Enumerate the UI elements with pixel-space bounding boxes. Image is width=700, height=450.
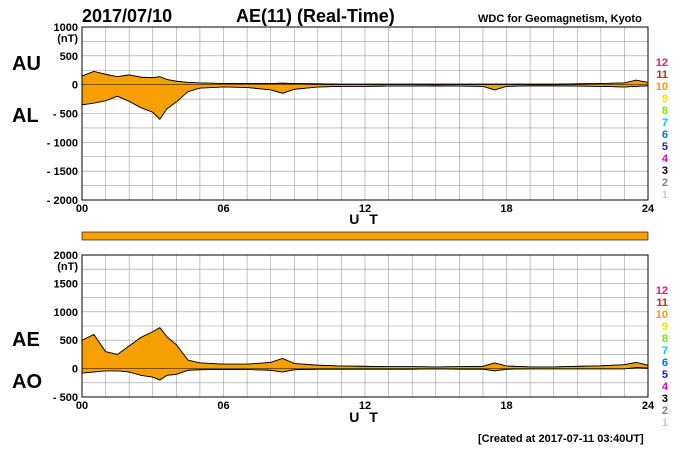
y-tick-label: - 1000 [47,137,78,149]
au-al-panel: 1000 500 0 - 500 - 1000 - 1500 - 2000 (nT) AU AL 0… [12,22,655,227]
station-number-7: 7 [662,345,668,357]
y-tick-label: 0 [72,80,78,92]
station-number-2: 2 [662,405,668,417]
unit-label: (nT) [57,33,78,45]
station-number-10: 10 [656,81,668,93]
station-number-1: 1 [662,189,668,201]
unit-label: (nT) [57,261,78,273]
station-number-8: 8 [662,105,668,117]
data-source: WDC for Geomagnetism, Kyoto [478,13,642,25]
x-tick-label: 06 [217,203,229,215]
station-number-6: 6 [662,129,668,141]
station-number-12: 12 [656,285,668,297]
station-number-9: 9 [662,93,668,105]
series-ao-line [81,367,649,381]
station-number-3: 3 [662,165,668,177]
y-tick-label: - 1500 [47,166,78,178]
x-tick-label: 00 [76,400,88,412]
plot-frame [81,26,649,201]
y-tick-label: 1000 [54,307,78,319]
y-tick-label: - 2000 [47,195,78,207]
station-number-4: 4 [662,153,669,165]
upper-series-label: AU [12,53,41,75]
x-tick-label: 24 [642,400,655,412]
x-tick-label: 00 [76,203,88,215]
station-number-7: 7 [662,117,668,129]
station-number-12: 12 [656,57,668,69]
station-number-10: 10 [656,309,668,321]
x-axis-label: U T [349,409,381,425]
creation-timestamp: [Created at 2017-07-11 03:40UT] [478,433,644,445]
plot-frame [81,254,649,398]
station-number-11: 11 [656,297,668,309]
station-number-11: 11 [656,69,668,81]
y-tick-label: 500 [60,335,78,347]
series-ae-line [81,327,649,368]
y-tick-label: - 500 [53,109,78,121]
data-status-bar [81,231,649,241]
x-tick-label: 18 [500,400,512,412]
station-number-8: 8 [662,333,668,345]
ae-ao-panel: 2000 1500 1000 500 0 - 500 (nT) AE AO 00 06 12 18 24 U… [12,250,655,425]
grid-lines [82,27,648,200]
x-tick-label: 12 [359,203,371,215]
station-number-6: 6 [662,357,668,369]
y-tick-label: 1000 [54,22,78,34]
station-number-9: 9 [662,321,668,333]
chart-date: 2017/07/10 [82,6,172,26]
lower-series-label: AL [12,105,39,127]
x-tick-label: 12 [359,400,371,412]
series-al-line [81,85,649,120]
station-number-4: 4 [662,381,669,393]
station-number-3: 3 [662,393,668,405]
x-tick-label: 06 [217,400,229,412]
grid-lines [82,255,648,397]
station-number-2: 2 [662,177,668,189]
y-tick-label: 0 [72,364,78,376]
upper-series-label: AE [12,329,40,351]
station-number-1: 1 [662,417,668,429]
lower-series-label: AO [12,371,42,393]
y-tick-label: 500 [60,51,78,63]
series-au-line [81,70,649,85]
station-number-5: 5 [662,369,668,381]
x-axis-label: U T [349,211,381,227]
y-tick-label: - 500 [53,392,78,404]
y-tick-label: 2000 [54,250,78,262]
station-number-5: 5 [662,141,668,153]
chart-title: AE(11) (Real-Time) [236,6,395,26]
x-tick-label: 24 [642,203,655,215]
x-tick-label: 18 [500,203,512,215]
y-tick-label: 1500 [54,278,78,290]
